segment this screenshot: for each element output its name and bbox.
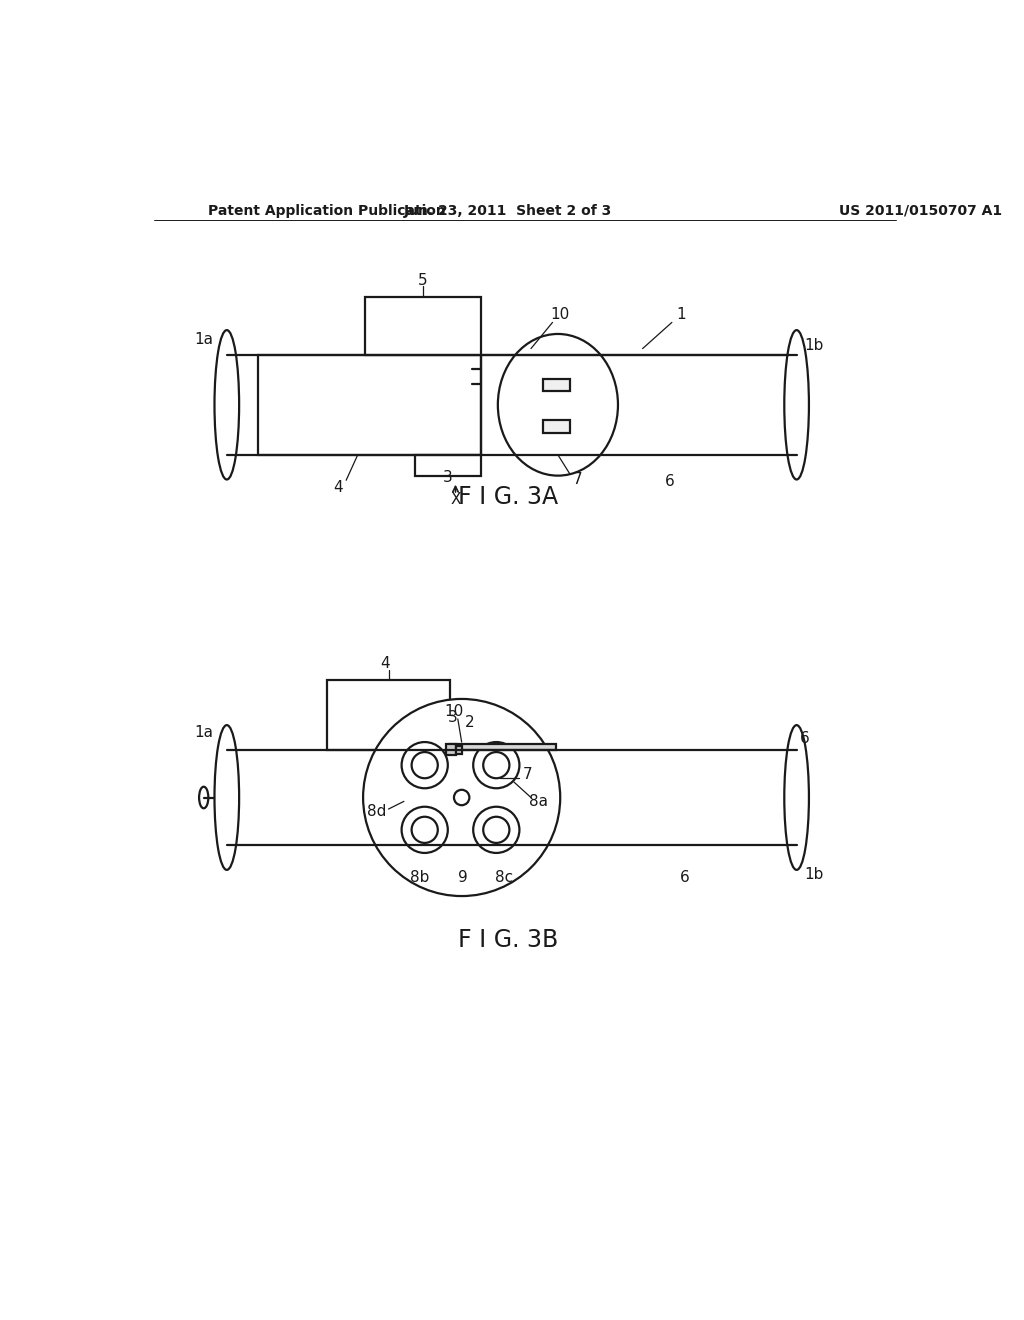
Text: 8d: 8d	[368, 804, 387, 818]
Text: 1a: 1a	[195, 331, 213, 347]
Bar	[543, 379, 570, 391]
Bar	[366, 297, 481, 355]
Text: 8a: 8a	[529, 793, 548, 809]
Bar	[446, 744, 456, 755]
Ellipse shape	[214, 725, 240, 870]
Bar	[543, 420, 570, 433]
Text: 3: 3	[443, 470, 453, 486]
Bar	[327, 681, 451, 750]
Text: 8c: 8c	[495, 870, 513, 886]
Bar	[456, 746, 462, 754]
Text: 6: 6	[800, 731, 809, 746]
Ellipse shape	[483, 817, 509, 843]
Ellipse shape	[784, 330, 809, 479]
Text: 6: 6	[665, 474, 675, 490]
Ellipse shape	[473, 742, 519, 788]
Ellipse shape	[412, 752, 438, 779]
Ellipse shape	[454, 789, 469, 805]
Text: 1a: 1a	[195, 725, 213, 741]
Text: 6: 6	[680, 870, 690, 886]
Text: 8b: 8b	[410, 870, 429, 886]
Bar	[258, 355, 481, 455]
Text: 5: 5	[419, 272, 428, 288]
Ellipse shape	[401, 807, 447, 853]
Text: 4: 4	[380, 656, 389, 671]
Text: Patent Application Publication: Patent Application Publication	[208, 203, 445, 218]
Text: 4: 4	[334, 479, 343, 495]
Text: 2: 2	[465, 715, 474, 730]
Ellipse shape	[199, 787, 208, 808]
Text: X: X	[451, 492, 461, 507]
Text: 3: 3	[447, 710, 458, 725]
Ellipse shape	[364, 700, 560, 896]
Text: 1: 1	[676, 308, 686, 322]
Ellipse shape	[412, 817, 438, 843]
Text: 7: 7	[572, 473, 582, 487]
Text: 9: 9	[459, 870, 468, 886]
Bar	[416, 455, 481, 477]
Ellipse shape	[483, 752, 509, 779]
Ellipse shape	[784, 725, 809, 870]
Ellipse shape	[498, 334, 617, 475]
Ellipse shape	[214, 330, 240, 479]
Text: 1b: 1b	[805, 338, 824, 352]
Text: US 2011/0150707 A1: US 2011/0150707 A1	[839, 203, 1002, 218]
Text: 7: 7	[522, 767, 531, 781]
Text: F I G. 3B: F I G. 3B	[458, 928, 558, 952]
Text: F I G. 3A: F I G. 3A	[458, 486, 558, 510]
Ellipse shape	[473, 807, 519, 853]
Bar	[451, 743, 556, 750]
Text: 10: 10	[444, 704, 464, 719]
Text: 10: 10	[551, 308, 569, 322]
Text: Jun. 23, 2011  Sheet 2 of 3: Jun. 23, 2011 Sheet 2 of 3	[403, 203, 612, 218]
Ellipse shape	[401, 742, 447, 788]
Text: 1b: 1b	[805, 867, 824, 882]
